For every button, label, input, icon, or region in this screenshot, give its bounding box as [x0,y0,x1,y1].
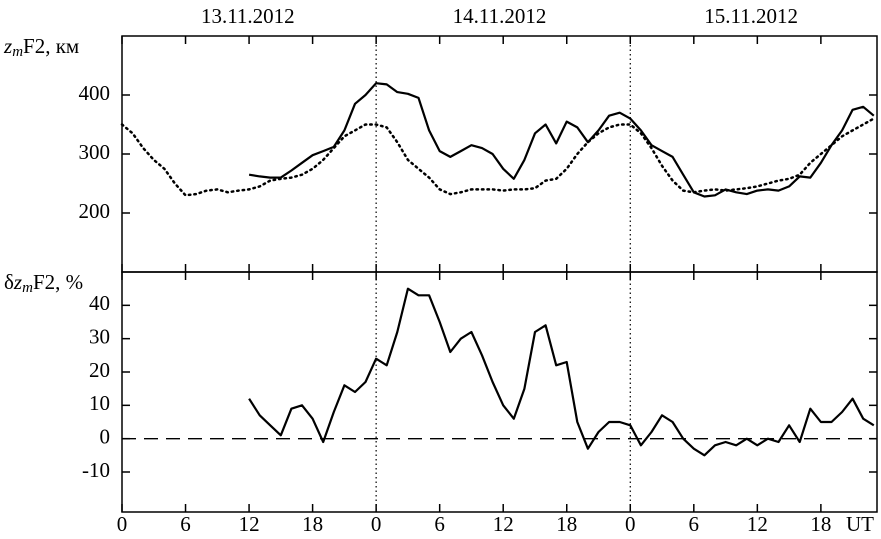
x-tick-label: 0 [625,512,636,536]
date-label: 14.11.2012 [453,4,547,28]
x-tick-label: 12 [493,512,514,536]
y-axis-label-part: F2, % [33,270,83,294]
y-axis-label-part: m [22,280,33,296]
x-tick-label: 18 [302,512,323,536]
plot-frame [121,35,878,273]
y-tick-label: -10 [82,458,110,482]
x-tick-label: 0 [117,512,128,536]
data-line [120,117,876,197]
date-label: 15.11.2012 [704,4,798,28]
data-line [248,82,875,198]
x-axis-label: UT [846,512,874,536]
x-tick-label: 12 [747,512,768,536]
y-axis-label-part: z [13,270,22,294]
x-tick-label: 6 [180,512,191,536]
y-axis-label: zmF2, км [3,34,79,61]
x-tick-label: 6 [689,512,700,536]
x-tick-label: 18 [556,512,577,536]
x-tick-label: 18 [810,512,831,536]
x-tick-label: 12 [239,512,260,536]
y-tick-label: 400 [79,81,111,105]
y-tick-label: 20 [89,358,110,382]
y-axis-label-part: m [12,44,23,60]
date-label: 13.11.2012 [201,4,295,28]
y-tick-label: 30 [89,324,110,348]
y-axis-label-part: δ [4,270,14,294]
y-tick-label: 300 [79,140,111,164]
y-tick-label: 10 [89,391,110,415]
y-tick-label: 0 [100,424,111,448]
data-line [248,287,875,457]
plot-frame [121,271,878,513]
y-tick-label: 40 [89,291,110,315]
y-axis-label-part: F2, км [23,34,79,58]
y-axis-label: δzmF2, % [4,270,83,297]
x-tick-label: 0 [371,512,382,536]
x-tick-label: 6 [434,512,445,536]
y-axis-label-part: z [3,34,12,58]
y-tick-label: 200 [79,199,111,223]
